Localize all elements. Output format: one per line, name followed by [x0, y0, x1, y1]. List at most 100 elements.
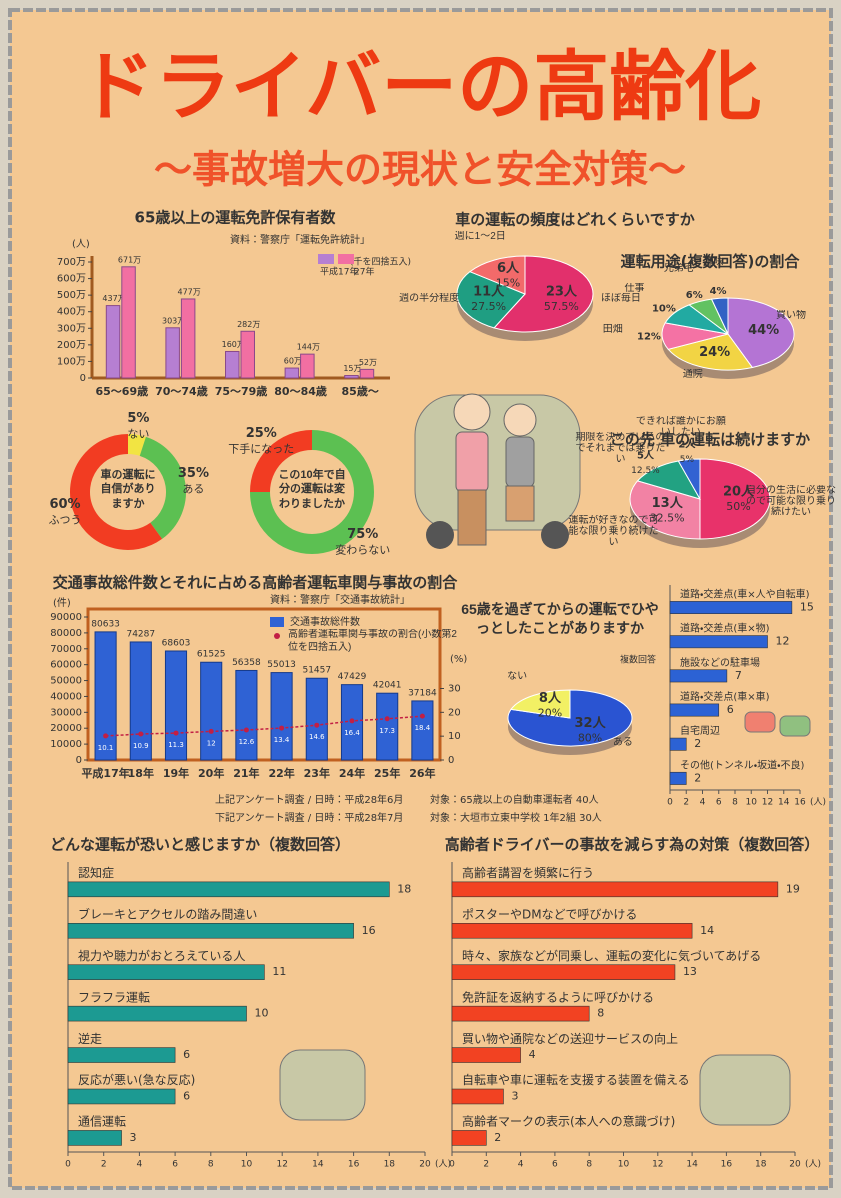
chart-title: 65歳以上の運転免許保有者数 [135, 209, 337, 227]
value-label: 68603 [162, 638, 191, 648]
small-car [779, 715, 811, 737]
x-axis-label: (人) [810, 798, 826, 808]
bar [121, 266, 136, 379]
person-skirt [505, 485, 535, 522]
bar [669, 771, 687, 785]
value-label: 15万 [343, 364, 361, 373]
poster-subtitle: 〜事故増大の現状と安全対策〜 [154, 148, 686, 192]
category-label: 反応が悪い(急な反応) [78, 1072, 195, 1087]
segment-value: 5% [127, 411, 149, 426]
y2-tick-label: 0 [448, 755, 454, 766]
y-tick-label: 90000 [50, 612, 82, 623]
y-tick-label: 0 [76, 755, 82, 766]
slice-percent: 20% [538, 707, 562, 720]
pie-slice [727, 297, 795, 369]
x-tick-label: 22年 [268, 766, 294, 780]
poster-background [8, 8, 833, 1190]
slice-category: 仕事 [624, 282, 645, 294]
slice-category: ある [612, 736, 633, 748]
slice-category-box: 自分の生活に必要なので可能な限り乗り続けたい [746, 485, 836, 515]
bar [669, 601, 793, 615]
segment-category: ない [127, 428, 149, 441]
x-tick-label: 23年 [304, 766, 330, 780]
chart-title: 高齢者ドライバーの事故を減らす為の対策（複数回答） [445, 836, 819, 854]
person-body [505, 436, 535, 488]
ratio-dot [103, 733, 109, 739]
bar [451, 964, 676, 980]
segment-category: ふつう [49, 513, 82, 526]
donut-center-label: この10年で自分の運転は変わりましたか [278, 469, 346, 510]
slice-category-box: できれば誰かにお願いしたい [636, 416, 726, 438]
slice-value: 6人 [497, 261, 520, 276]
ratio-label: 11.3 [168, 741, 184, 749]
value-label: 144万 [297, 343, 320, 352]
bar [669, 635, 768, 649]
slice-category-box: 趣味 [704, 257, 724, 268]
bar [305, 677, 328, 761]
y-axis-label: (件) [53, 597, 71, 609]
chart-title: 運転用途(複数回答)の割合 [621, 253, 801, 271]
segment-category: ある [182, 483, 204, 496]
y2-tick-label: 20 [448, 707, 461, 718]
poster-title: ドライバーの高齢化 [79, 42, 761, 131]
x-tick-label: 18 [755, 1160, 767, 1170]
ratio-dot [208, 728, 214, 734]
slice-percent: 27.5% [471, 300, 506, 313]
value-label: 8 [597, 1007, 604, 1020]
slice-value: 5人 [637, 450, 655, 462]
chart-title: どんな運転が恐いと感じますか（複数回答） [50, 836, 350, 854]
value-label: 6 [727, 703, 734, 716]
y-tick-label: 60000 [50, 660, 82, 671]
pie-slice [510, 689, 571, 719]
category-label: ブレーキとアクセルの踏み間違い [78, 907, 257, 922]
car-body [279, 1049, 366, 1121]
ratio-dot [243, 727, 249, 733]
bar [67, 964, 265, 980]
value-label: 18 [397, 882, 411, 895]
value-label: 7 [735, 669, 742, 682]
slice-category: ほぼ毎日 [600, 292, 641, 304]
note: 複数回答 [620, 654, 656, 666]
value-label: 437万 [102, 294, 125, 303]
bar [669, 669, 728, 683]
x-tick-label: 65〜69歳 [95, 384, 148, 398]
slice-value: 12% [637, 332, 661, 343]
slice-value: 44% [748, 323, 779, 338]
value-label: 10 [255, 1007, 269, 1020]
bar [451, 1047, 521, 1063]
donut-segment [139, 436, 186, 539]
slice-category: 運転が好きなので可能な限り乗り続けたい [568, 515, 659, 546]
slice-category: 週の半分程度 [399, 292, 460, 304]
slice-category: 買い物 [776, 310, 806, 322]
slice-value: 24% [699, 345, 730, 360]
bar [344, 375, 359, 379]
y-tick-label: 400万 [57, 307, 86, 318]
x-tick-label: 12 [652, 1160, 663, 1170]
y2-tick-label: 30 [448, 684, 461, 695]
donut-segment [70, 434, 163, 550]
bar [669, 737, 687, 751]
legend-label: 平成17年 [320, 266, 358, 278]
value-label: 2 [494, 1131, 501, 1144]
survey-note: 下記アンケート調査 / 日時：平成28年7月 [215, 811, 403, 824]
bar [240, 330, 255, 379]
value-label: 2 [694, 771, 701, 784]
slice-category: 自分の生活に必要なので可能な限り乗り続けたい [746, 485, 836, 515]
value-label: 80633 [91, 619, 120, 629]
value-label: 55013 [267, 660, 296, 670]
x-tick-label: 6 [716, 798, 722, 808]
source-note: 資料：警察庁「交通事故統計」 [270, 593, 410, 606]
value-label: 303万 [162, 316, 185, 325]
chart-title-box: 65歳を過ぎてからの運転でひやっとしたことがありますか [461, 601, 659, 636]
legend-dot [274, 633, 280, 639]
x-tick-label: 14 [312, 1160, 324, 1170]
ratio-dot [384, 716, 390, 722]
value-label: 42041 [373, 681, 402, 691]
category-label: その他(トンネル・坂道・不良) [680, 758, 805, 771]
value-label: 56358 [232, 658, 261, 668]
y-tick-label: 10000 [50, 739, 82, 750]
pie-slice [667, 333, 754, 371]
value-label: 13 [683, 965, 697, 978]
